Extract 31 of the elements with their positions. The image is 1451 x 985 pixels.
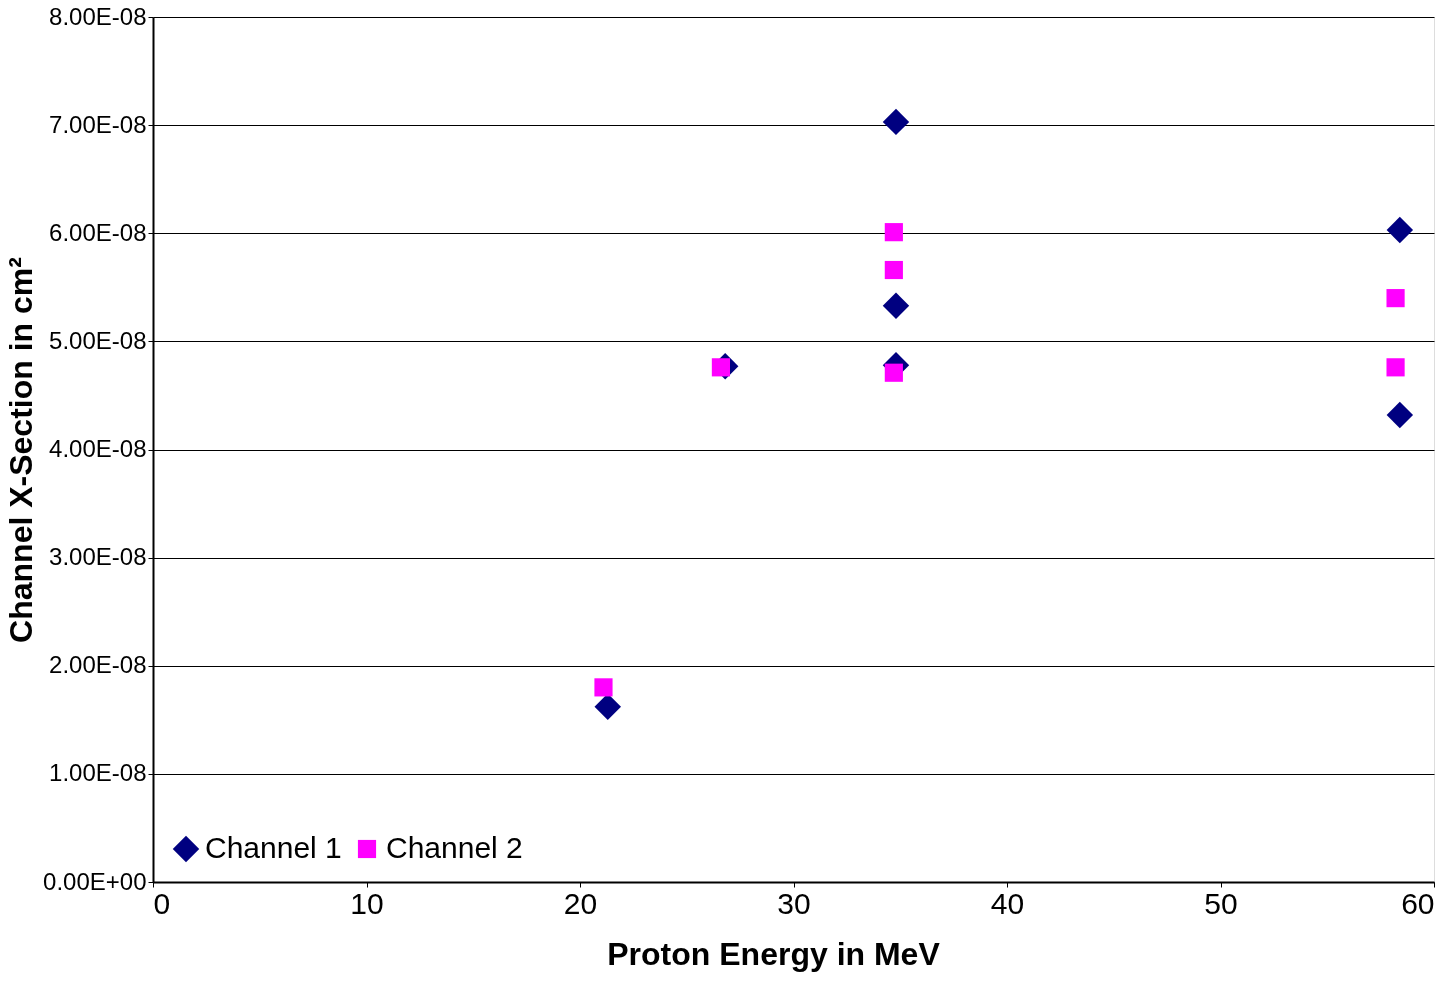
y-tick-label: 0.00E+00 [43, 867, 147, 895]
x-tick-label: 0 [153, 886, 171, 920]
legend-label: Channel 2 [386, 831, 523, 864]
y-tick-label: 2.00E-08 [49, 651, 147, 679]
y-axis-title: Channel X-Section in cm² [3, 257, 40, 643]
point [884, 363, 903, 382]
y-tick-label: 1.00E-08 [49, 759, 147, 787]
x-tick-label: 10 [350, 886, 384, 920]
point [882, 292, 910, 319]
y-tick-label: 5.00E-08 [49, 326, 147, 354]
y-tick-label: 4.00E-08 [49, 435, 147, 462]
x-tick-label: 40 [990, 886, 1025, 920]
x-axis-title: Proton Energy in MeV [607, 935, 941, 972]
y-tick-label: 7.00E-08 [49, 110, 147, 138]
point [594, 678, 613, 697]
point [1386, 289, 1405, 308]
point [884, 260, 903, 280]
y-tick-label: 6.00E-08 [49, 218, 147, 246]
x-tick-label: 60 [1401, 886, 1435, 920]
x-tick-label: 30 [777, 886, 811, 920]
point [1386, 358, 1405, 377]
point [594, 693, 621, 721]
point [1386, 216, 1414, 244]
y-tick-label: 8.00E-08 [49, 2, 147, 30]
x-tick-label: 20 [563, 886, 598, 920]
point [1386, 401, 1414, 429]
legend-label: Channel 1 [205, 831, 342, 864]
point [884, 223, 903, 242]
point [882, 108, 910, 136]
x-tick-label: 50 [1204, 886, 1238, 920]
y-tick-label: 3.00E-08 [49, 543, 147, 571]
